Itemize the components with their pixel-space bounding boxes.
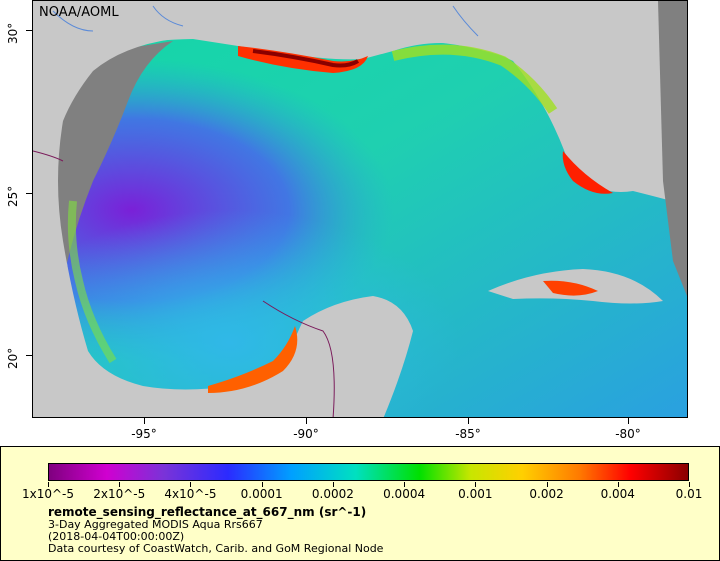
colorbar-tick	[119, 482, 121, 487]
map-panel: NOAA/AOML	[32, 0, 688, 418]
colorbar-label: 0.002	[529, 487, 564, 501]
colorbar-label: 2x10^-5	[93, 487, 146, 501]
lat-tick-mark-30	[26, 30, 32, 31]
lon-tick-mark-85	[468, 418, 469, 424]
colorbar-label: 0.004	[600, 487, 635, 501]
coastal-plume-yucatan	[208, 326, 298, 393]
colorbar	[48, 463, 689, 481]
nodata-east	[658, 1, 687, 296]
colorbar-tick	[475, 482, 477, 487]
colorbar-tick	[261, 482, 263, 487]
colorbar-label: 0.01	[675, 487, 703, 501]
colorbar-label: 0.0001	[240, 487, 283, 501]
colorbar-label: 1x10^-5	[21, 487, 75, 501]
lat-tick-30: 30°	[6, 22, 20, 44]
lon-tick-mark-80	[628, 418, 629, 424]
dataset-description: 3-Day Aggregated MODIS Aqua Rrs667	[48, 518, 263, 531]
colorbar-tick	[48, 482, 49, 487]
colorbar-tick	[404, 482, 406, 487]
nodata-west	[51, 41, 173, 331]
colorbar-label: 0.0004	[383, 487, 426, 501]
lon-tick-mark-95	[144, 418, 145, 424]
colorbar-tick	[617, 482, 619, 487]
lat-tick-25: 25°	[6, 185, 20, 207]
lat-tick-20: 20°	[6, 347, 20, 369]
lon-tick-mark-90	[306, 418, 307, 424]
lat-tick-mark-20	[26, 355, 32, 356]
legend-panel: 1x10^-5 2x10^-5 4x10^-5 0.0001 0.0002 0.0004 0…	[0, 446, 720, 561]
time-stamp: (2018-04-04T00:00:00Z)	[48, 530, 185, 543]
lon-tick-80: -80°	[615, 427, 641, 441]
variable-name: remote_sensing_reflectance_at_667_nm (sr…	[48, 505, 367, 519]
reflectance-map	[33, 1, 687, 417]
colorbar-label: 0.0002	[311, 487, 354, 501]
land-north	[33, 1, 573, 121]
colorbar-tick	[190, 482, 192, 487]
map-credit: NOAA/AOML	[39, 5, 119, 20]
land-yucatan	[273, 296, 413, 417]
colorbar-tick	[689, 482, 690, 487]
lat-tick-mark-25	[26, 193, 32, 194]
land-florida	[552, 1, 658, 191]
coastal-plume-cuba	[543, 280, 598, 296]
data-source: Data courtesy of CoastWatch, Carib. and …	[48, 542, 384, 555]
colorbar-tick	[332, 482, 334, 487]
colorbar-tick	[546, 482, 548, 487]
country-border	[262, 300, 335, 417]
lon-tick-90: -90°	[293, 427, 319, 441]
colorbar-label: 4x10^-5	[164, 487, 217, 501]
colorbar-label: 0.001	[458, 487, 493, 501]
lon-tick-85: -85°	[455, 427, 481, 441]
lon-tick-95: -95°	[131, 427, 157, 441]
coastal-plume-florida	[562, 151, 613, 194]
